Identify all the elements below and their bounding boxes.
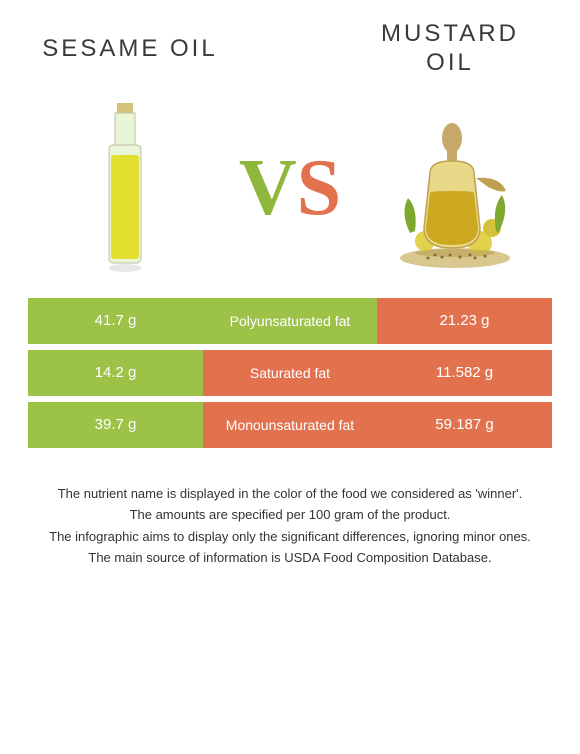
title-mustard-oil: MUSTARD OIL	[360, 20, 540, 78]
table-row: 39.7 g Monounsaturated fat 59.187 g	[28, 402, 552, 448]
table-row: 41.7 g Polyunsaturated fat 21.23 g	[28, 298, 552, 344]
sesame-oil-image	[40, 98, 210, 278]
header: SESAME OIL MUSTARD OIL	[0, 0, 580, 88]
nutrient-label: Saturated fat	[203, 350, 377, 396]
footer-line: The amounts are specified per 100 gram o…	[40, 505, 540, 525]
comparison-table: 41.7 g Polyunsaturated fat 21.23 g 14.2 …	[0, 298, 580, 448]
nutrient-label: Polyunsaturated fat	[203, 298, 377, 344]
footer-line: The main source of information is USDA F…	[40, 548, 540, 568]
footer-line: The infographic aims to display only the…	[40, 527, 540, 547]
left-value: 14.2 g	[28, 350, 203, 396]
table-row: 14.2 g Saturated fat 11.582 g	[28, 350, 552, 396]
vs-v: V	[239, 144, 297, 232]
left-value: 41.7 g	[28, 298, 203, 344]
images-row: VS	[0, 88, 580, 298]
footer-line: The nutrient name is displayed in the co…	[40, 484, 540, 504]
right-value: 59.187 g	[377, 402, 552, 448]
right-value: 11.582 g	[377, 350, 552, 396]
vs-s: S	[297, 144, 342, 232]
left-value: 39.7 g	[28, 402, 203, 448]
mustard-oil-image	[370, 98, 540, 278]
right-value: 21.23 g	[377, 298, 552, 344]
title-sesame-oil: SESAME OIL	[40, 35, 220, 63]
nutrient-label: Monounsaturated fat	[203, 402, 377, 448]
footer-notes: The nutrient name is displayed in the co…	[0, 454, 580, 568]
vs-label: VS	[239, 148, 341, 228]
